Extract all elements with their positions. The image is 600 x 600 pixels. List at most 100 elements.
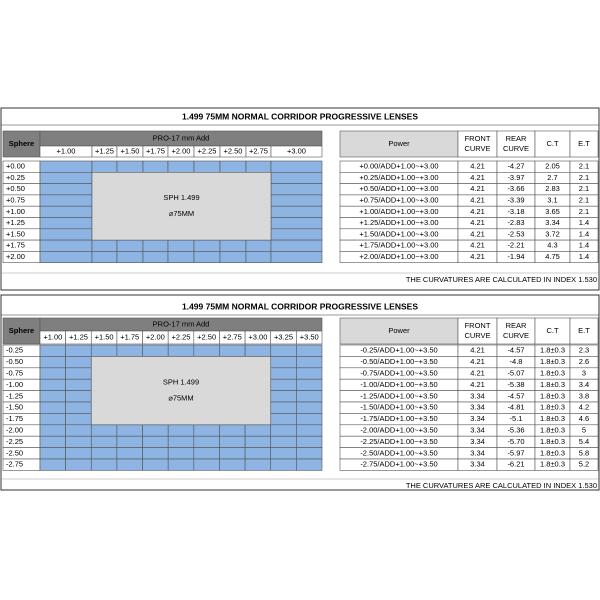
grid-cell <box>270 239 323 252</box>
grid-cell <box>270 356 297 369</box>
grid-cell <box>65 458 92 471</box>
grid-cell <box>39 194 93 207</box>
front-value: 4.21 <box>470 380 485 389</box>
grid-cell <box>296 356 323 369</box>
front-value: 3.34 <box>470 391 485 400</box>
data-cell <box>569 458 599 471</box>
grid-cell <box>270 228 323 241</box>
grid-cell <box>270 183 323 196</box>
header-cell <box>496 317 536 345</box>
sphere-value: +0.50 <box>6 184 25 193</box>
grid-cell <box>296 413 323 426</box>
grid-cell <box>116 251 144 263</box>
front-value: 3.34 <box>470 425 485 434</box>
power-value: -1.25/ADD+1.00~+3.50 <box>360 391 437 400</box>
sphere-header <box>2 130 41 158</box>
grid-cell <box>91 160 118 173</box>
grid-cell <box>39 356 66 369</box>
grid-cell <box>296 401 323 414</box>
ct-value: 1.8±0.3 <box>540 437 565 446</box>
sphere-value: +0.25 <box>6 173 25 182</box>
data-cell <box>569 251 599 263</box>
ct-value: 3.1 <box>547 196 557 205</box>
et-value: 2.1 <box>579 196 589 205</box>
rear-value: -2.21 <box>507 241 524 250</box>
power-value: -1.50/ADD+1.00~+3.50 <box>360 403 437 412</box>
header-cell <box>534 130 571 158</box>
et-value: 2.1 <box>579 173 589 182</box>
front-value: 4.21 <box>470 162 485 171</box>
grid-cell <box>39 172 93 184</box>
add-value: +1.50 <box>95 332 114 341</box>
rear-value: -5.38 <box>507 380 524 389</box>
grid-cell <box>270 172 323 184</box>
grid-cell <box>270 458 297 471</box>
table-title: 1.499 75MM NORMAL CORRIDOR PROGRESSIVE L… <box>182 301 418 311</box>
et-value: 1.4 <box>579 241 589 250</box>
ct-value: 2.05 <box>545 162 560 171</box>
power-value: +0.00/ADD+1.00~+3.00 <box>359 162 438 171</box>
rear-value: -4.81 <box>507 403 524 412</box>
power-value: -0.75/ADD+1.00~+3.50 <box>360 368 437 377</box>
grid-cell <box>39 435 66 448</box>
rear-value: -5.1 <box>510 414 523 423</box>
grid-cell <box>270 424 297 437</box>
rear-value: -4.57 <box>507 391 524 400</box>
grid-cell <box>167 458 195 471</box>
grid-cell <box>39 378 66 391</box>
grid-cell <box>270 251 323 263</box>
box-text: ⌀75MM <box>169 209 194 218</box>
sphere-value: -1.00 <box>6 380 23 389</box>
grid-cell <box>296 447 323 460</box>
rear-value: -3.18 <box>507 207 524 216</box>
grid-cell <box>219 239 247 252</box>
sph-box <box>91 172 272 241</box>
grid-cell <box>91 239 118 252</box>
et-value: 5 <box>582 425 586 434</box>
header-text: E.T <box>578 326 590 335</box>
power-value: +0.50/ADD+1.00~+3.00 <box>359 184 438 193</box>
add-value: +1.50 <box>121 146 140 155</box>
ct-value: 3.72 <box>545 229 560 238</box>
rear-value: -3.97 <box>507 173 524 182</box>
grid-cell <box>116 160 144 173</box>
power-value: +0.25/ADD+1.00~+3.00 <box>359 173 438 182</box>
grid-cell <box>296 424 323 437</box>
sphere-value: -2.50 <box>6 448 23 457</box>
header-cell <box>339 317 459 345</box>
table-frame <box>0 107 600 291</box>
front-value: 3.34 <box>470 437 485 446</box>
grid-cell <box>65 447 92 460</box>
add-value: +3.00 <box>287 146 306 155</box>
header-cell <box>534 317 571 345</box>
grid-cell <box>270 378 297 391</box>
et-value: 1.4 <box>579 218 589 227</box>
grid-cell <box>39 160 93 173</box>
grid-cell <box>142 447 169 460</box>
grid-cell <box>65 390 92 403</box>
front-value: 4.21 <box>470 184 485 193</box>
front-value: 4.21 <box>470 196 485 205</box>
et-value: 2.6 <box>579 357 589 366</box>
add-value: +2.75 <box>223 332 242 341</box>
header-text: FRONT <box>465 134 491 143</box>
header-text: FRONT <box>465 321 491 330</box>
sphere-value: -1.25 <box>6 391 23 400</box>
add-value: +3.00 <box>248 332 267 341</box>
header-cell <box>339 130 459 158</box>
rear-value: -1.94 <box>507 252 524 261</box>
add-value: +2.00 <box>146 332 165 341</box>
grid-cell <box>39 239 93 252</box>
ct-value: 1.8±0.3 <box>540 460 565 469</box>
rear-value: -5.07 <box>507 368 524 377</box>
front-value: 4.21 <box>470 207 485 216</box>
grid-cell <box>296 435 323 448</box>
sphere-value: +1.00 <box>6 207 25 216</box>
header-text: CURVE <box>503 144 529 153</box>
power-value: +2.00/ADD+1.00~+3.00 <box>359 252 438 261</box>
ct-value: 1.8±0.3 <box>540 425 565 434</box>
header-text: Power <box>388 139 410 148</box>
sphere-value: +0.75 <box>6 196 25 205</box>
grid-cell <box>39 228 93 241</box>
rear-value: -3.66 <box>507 184 524 193</box>
